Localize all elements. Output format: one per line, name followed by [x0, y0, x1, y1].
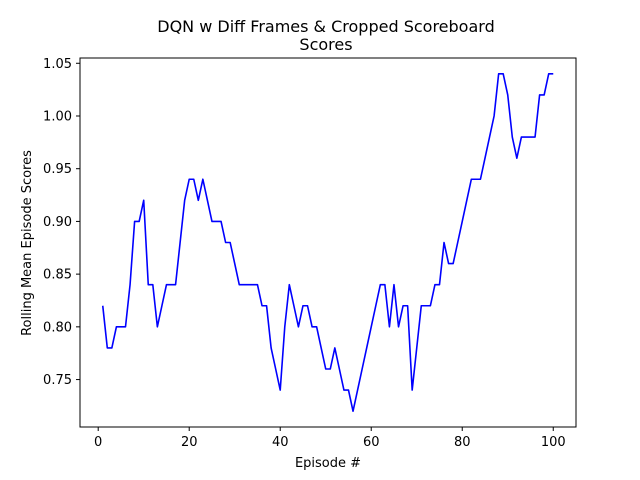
chart-title-line-1: DQN w Diff Frames & Cropped Scoreboard	[157, 17, 494, 36]
x-tick-label: 0	[94, 435, 102, 450]
y-tick-label: 1.00	[43, 109, 72, 124]
x-tick-label: 40	[272, 435, 289, 450]
y-tick-label: 0.80	[43, 320, 72, 335]
y-tick-label: 0.85	[43, 268, 72, 283]
y-tick-label: 0.90	[43, 215, 72, 230]
x-axis: 0 20 40 60 80 100	[94, 427, 566, 450]
series-line	[101, 73, 554, 412]
plot-frame	[79, 57, 577, 428]
chart-title: DQN w Diff Frames & Cropped Scoreboard S…	[157, 17, 494, 54]
x-tick-label: 100	[541, 435, 566, 450]
x-tick-label: 20	[181, 435, 198, 450]
x-tick-label: 80	[454, 435, 471, 450]
y-tick-label: 0.95	[43, 162, 72, 177]
y-axis-label: Rolling Mean Episode Scores	[20, 150, 35, 336]
y-tick-label: 1.05	[43, 57, 72, 72]
x-axis-label: Episode #	[295, 456, 361, 471]
plot-area	[101, 73, 554, 412]
y-tick-label: 0.75	[43, 373, 72, 388]
chart-title-line-2: Scores	[299, 35, 352, 54]
y-axis: 0.75 0.80 0.85 0.90 0.95 1.00 1.05	[43, 57, 80, 388]
x-tick-label: 60	[363, 435, 380, 450]
